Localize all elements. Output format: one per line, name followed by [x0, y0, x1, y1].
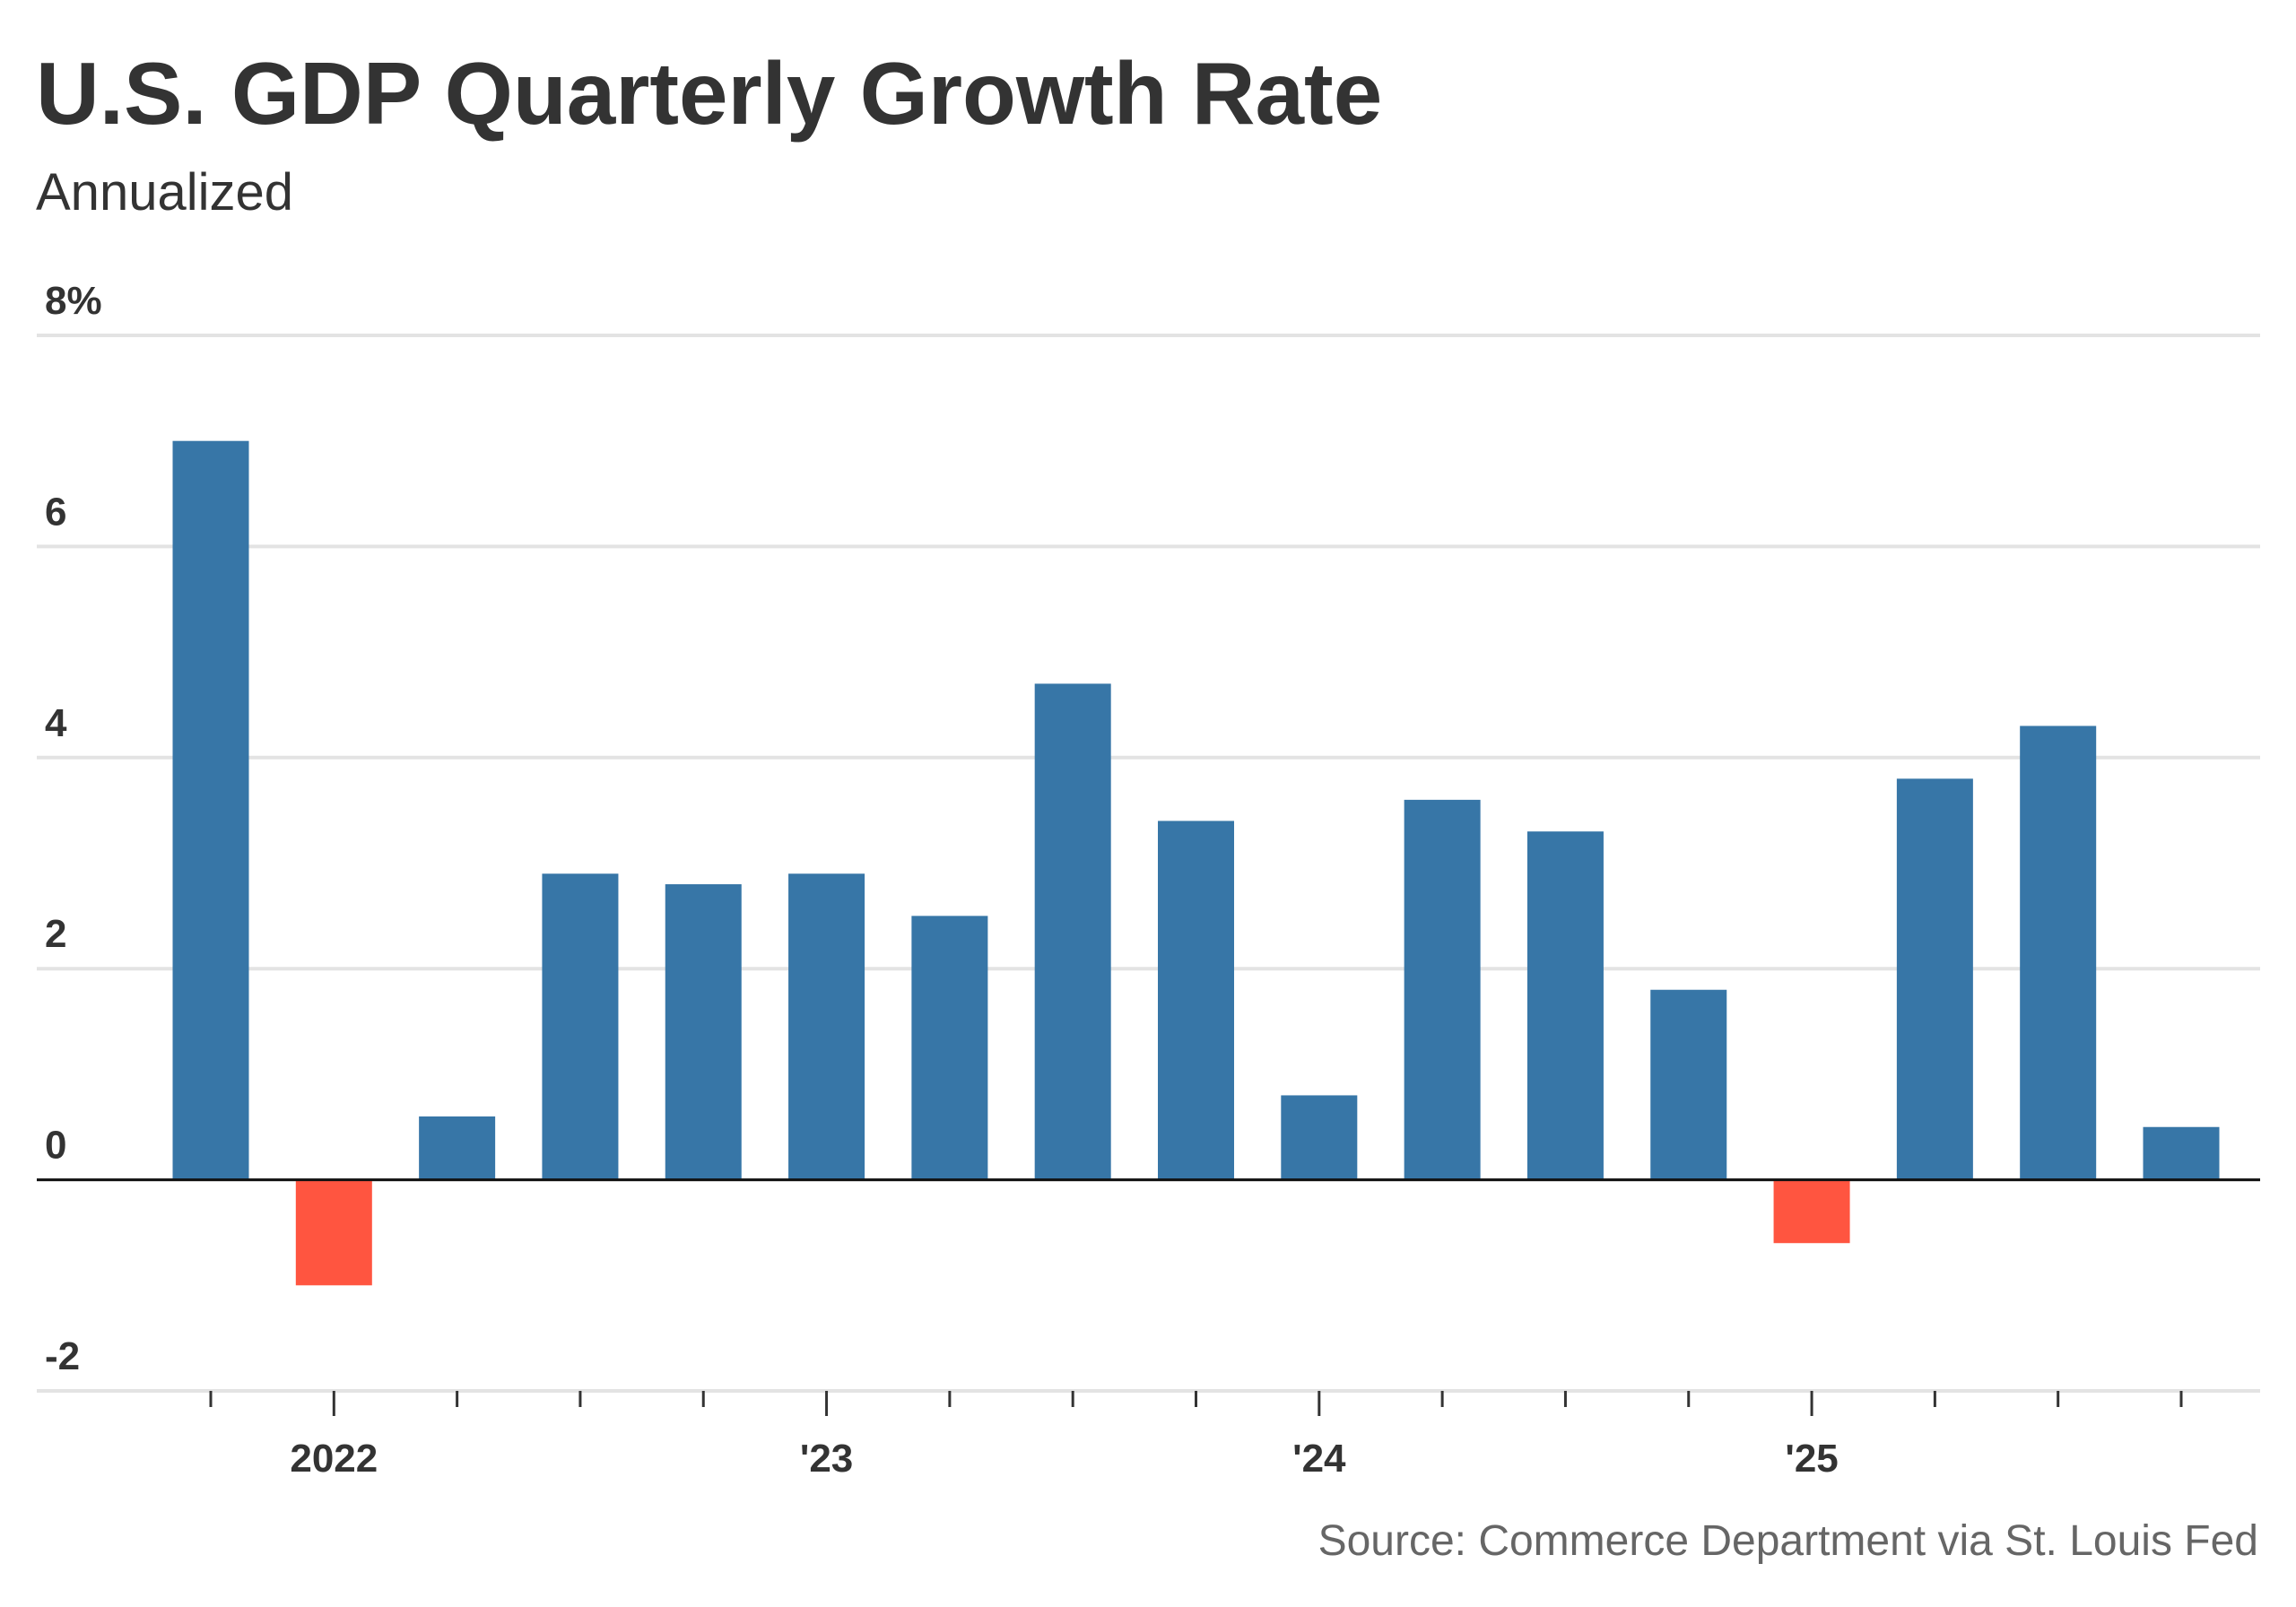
x-tick-label: '25: [1785, 1437, 1838, 1481]
bar: [911, 916, 988, 1180]
x-tick-label: '23: [800, 1437, 853, 1481]
y-tick-label: 0: [45, 1124, 66, 1168]
y-tick-label: 8%: [45, 279, 102, 323]
bar: [172, 440, 249, 1180]
bar: [1281, 1095, 1358, 1180]
y-tick-label: 2: [45, 912, 66, 956]
bar: [1034, 683, 1111, 1180]
bar: [1526, 831, 1604, 1180]
bar: [788, 873, 865, 1180]
bar: [2143, 1126, 2220, 1180]
y-tick-label: -2: [45, 1334, 80, 1378]
chart-subtitle: Annualized: [36, 163, 293, 222]
x-tick-label: 2022: [290, 1437, 378, 1481]
y-tick-label: 4: [45, 701, 67, 745]
y-tick-label: 6: [45, 490, 66, 534]
bar: [665, 884, 742, 1180]
bar: [1773, 1179, 1850, 1244]
bar: [419, 1116, 496, 1180]
x-tick-label: '24: [1292, 1437, 1346, 1481]
bar: [295, 1179, 372, 1286]
bar: [1158, 821, 1234, 1180]
bar: [1650, 989, 1727, 1180]
bar: [542, 873, 619, 1180]
bar: [1896, 778, 1973, 1180]
chart-title: U.S. GDP Quarterly Growth Rate: [36, 44, 1382, 143]
source-note: Source: Commerce Department via St. Loui…: [1318, 1517, 2258, 1565]
bar: [1404, 799, 1481, 1180]
bar: [2020, 725, 2097, 1180]
